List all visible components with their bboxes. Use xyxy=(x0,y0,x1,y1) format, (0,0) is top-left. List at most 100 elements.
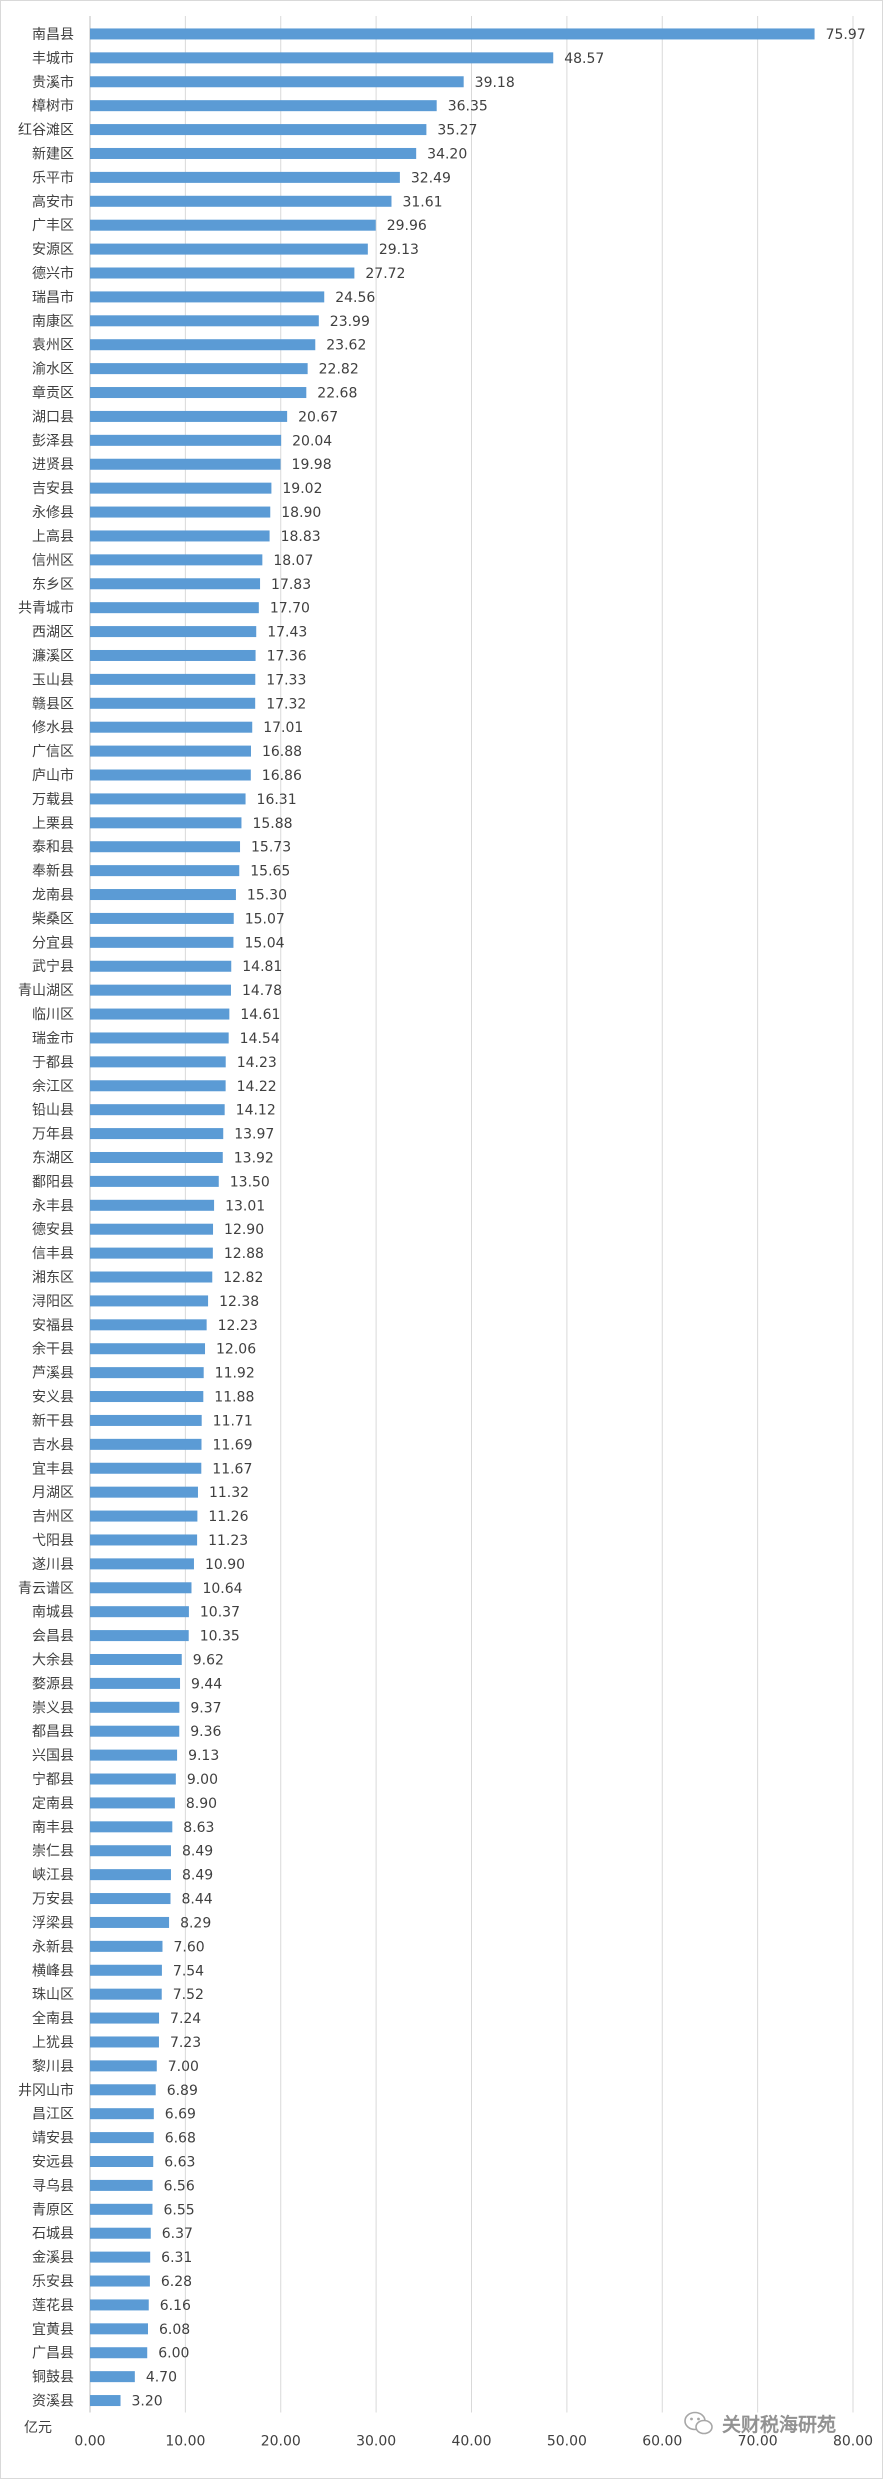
value-label: 16.88 xyxy=(262,744,302,760)
value-label: 6.69 xyxy=(165,2107,196,2123)
value-label: 31.61 xyxy=(402,194,442,210)
category-label: 南昌县 xyxy=(32,27,74,43)
value-label: 12.90 xyxy=(224,1222,264,1238)
value-label: 6.68 xyxy=(165,2131,196,2147)
value-label: 18.83 xyxy=(281,529,321,545)
category-label: 乐平市 xyxy=(32,169,74,186)
value-label: 39.18 xyxy=(475,75,515,91)
value-label: 29.96 xyxy=(387,218,427,234)
value-label: 22.68 xyxy=(317,386,357,402)
category-label: 寻乌县 xyxy=(32,2178,74,2194)
bar xyxy=(90,52,554,64)
category-axis: 南昌县丰城市贵溪市樟树市红谷滩区新建区乐平市高安市广丰区安源区德兴市瑞昌市南康区… xyxy=(18,27,74,2410)
bar xyxy=(90,1175,219,1187)
value-label: 3.20 xyxy=(132,2394,163,2410)
bar xyxy=(90,1271,213,1283)
value-label: 11.71 xyxy=(213,1413,253,1429)
category-label: 吉水县 xyxy=(32,1437,74,1453)
category-label: 青山湖区 xyxy=(18,983,74,999)
value-label: 6.08 xyxy=(159,2322,190,2338)
category-label: 武宁县 xyxy=(32,958,74,975)
category-label: 泰和县 xyxy=(32,840,74,856)
bar xyxy=(90,1151,223,1163)
bar xyxy=(90,1295,209,1307)
bar xyxy=(90,1414,202,1426)
value-label: 11.92 xyxy=(215,1366,255,1382)
value-label: 17.43 xyxy=(267,625,307,641)
value-label: 22.82 xyxy=(319,362,359,378)
category-label: 临川区 xyxy=(32,1007,74,1023)
category-label: 上栗县 xyxy=(32,816,74,832)
value-label: 11.32 xyxy=(209,1485,249,1501)
value-label: 8.29 xyxy=(180,1915,211,1931)
value-label: 6.16 xyxy=(160,2298,191,2314)
bar xyxy=(90,171,400,183)
value-label: 13.97 xyxy=(234,1127,274,1143)
value-label: 8.44 xyxy=(181,1892,212,1908)
value-label: 12.88 xyxy=(224,1246,264,1262)
bar xyxy=(90,1008,230,1020)
category-label: 余江区 xyxy=(32,1078,74,1095)
bar xyxy=(90,1558,194,1570)
watermark-text: 关财税海研苑 xyxy=(722,2413,836,2436)
value-label: 11.67 xyxy=(212,1461,252,1477)
bar xyxy=(90,697,256,709)
value-label: 15.88 xyxy=(252,816,292,832)
value-label: 14.12 xyxy=(236,1103,276,1119)
bar xyxy=(90,960,232,972)
value-label: 9.44 xyxy=(191,1676,222,1692)
category-label: 万安县 xyxy=(32,1892,74,1908)
bar xyxy=(90,745,251,757)
bar xyxy=(90,458,281,470)
value-label: 32.49 xyxy=(411,170,451,186)
category-label: 分宜县 xyxy=(32,935,74,951)
category-label: 广丰区 xyxy=(32,218,74,234)
category-label: 弋阳县 xyxy=(32,1533,74,1549)
bar xyxy=(90,1940,163,1952)
bar xyxy=(90,100,437,112)
category-label: 鄱阳县 xyxy=(32,1174,74,1190)
category-label: 信州区 xyxy=(32,553,74,569)
value-label: 6.28 xyxy=(161,2274,192,2290)
bar xyxy=(90,865,240,877)
bar xyxy=(90,124,427,136)
category-label: 彭泽县 xyxy=(32,433,74,449)
category-label: 瑞昌市 xyxy=(32,289,74,306)
bar xyxy=(90,1869,171,1881)
value-label: 7.24 xyxy=(170,2011,201,2027)
value-label: 7.23 xyxy=(170,2035,201,2051)
bar xyxy=(90,243,368,255)
value-label: 15.04 xyxy=(244,935,284,951)
category-label: 永修县 xyxy=(32,505,74,521)
value-label: 4.70 xyxy=(146,2370,177,2386)
bar xyxy=(90,1773,176,1785)
x-tick-label: 50.00 xyxy=(547,2434,587,2450)
x-tick-label: 30.00 xyxy=(356,2434,396,2450)
bar xyxy=(90,315,319,327)
x-tick-label: 60.00 xyxy=(642,2434,682,2450)
bar xyxy=(90,602,259,614)
data-labels: 75.97 48.57 39.18 36.35 35.27 34.20 32.49 31.61… xyxy=(132,27,866,2410)
x-tick-label: 40.00 xyxy=(451,2434,491,2450)
value-label: 14.23 xyxy=(237,1055,277,1071)
category-label: 横峰县 xyxy=(32,1963,74,1979)
bar xyxy=(90,2395,121,2407)
category-label: 龙南县 xyxy=(32,888,74,904)
category-label: 定南县 xyxy=(32,1796,74,1812)
bar xyxy=(90,482,272,494)
bar xyxy=(90,1462,202,1474)
value-label: 6.00 xyxy=(158,2346,189,2362)
value-label: 29.13 xyxy=(379,242,419,258)
category-label: 青云谱区 xyxy=(18,1581,74,1597)
category-label: 浮梁县 xyxy=(32,1915,74,1931)
value-label: 15.30 xyxy=(247,888,287,904)
category-label: 崇义县 xyxy=(32,1700,74,1716)
bar xyxy=(90,339,316,351)
category-label: 高安市 xyxy=(32,193,74,210)
value-label: 11.23 xyxy=(208,1533,248,1549)
category-label: 红谷滩区 xyxy=(18,123,74,139)
bar-series xyxy=(90,28,815,2407)
bar xyxy=(90,1080,226,1092)
bar xyxy=(90,1056,226,1068)
value-label: 18.90 xyxy=(281,505,321,521)
